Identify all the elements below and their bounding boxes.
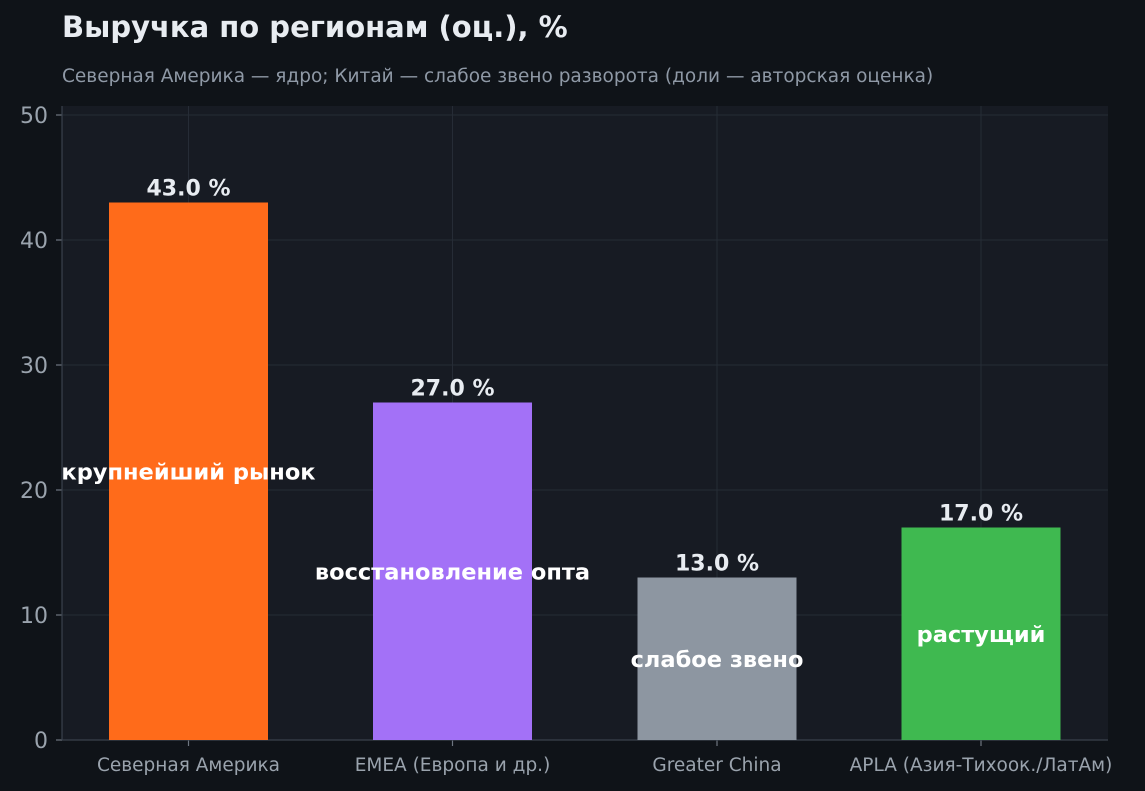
bar [637,577,797,740]
bar-value-label: 17.0 % [939,502,1023,527]
y-tick-label: 50 [20,104,48,129]
x-tick-label: Greater China [652,755,781,776]
y-tick-label: 10 [20,604,48,629]
x-tick-label: APLA (Азия-Тихоок./ЛатАм) [850,755,1113,776]
x-tick-label: Северная Америка [97,755,280,776]
bar [901,527,1061,740]
y-tick-label: 30 [20,354,48,379]
bar-annotation: восстановление опта [315,559,590,585]
bar-value-label: 27.0 % [411,377,495,402]
bar-annotation: растущий [917,622,1046,648]
chart-title: Выручка по регионам (оц.), % [62,10,568,44]
chart-subtitle: Северная Америка — ядро; Китай — слабое … [62,66,934,87]
bar-annotation: крупнейший рынок [61,459,315,485]
bar [373,402,532,740]
x-tick-label: EMEA (Европа и др.) [355,755,551,776]
bar [109,202,268,740]
y-tick-label: 0 [34,729,48,754]
y-tick-label: 20 [20,479,48,504]
y-tick-label: 40 [20,229,48,254]
bar-value-label: 43.0 % [147,177,231,202]
bar-value-label: 13.0 % [675,552,759,577]
bar-annotation: слабое звено [631,647,804,673]
